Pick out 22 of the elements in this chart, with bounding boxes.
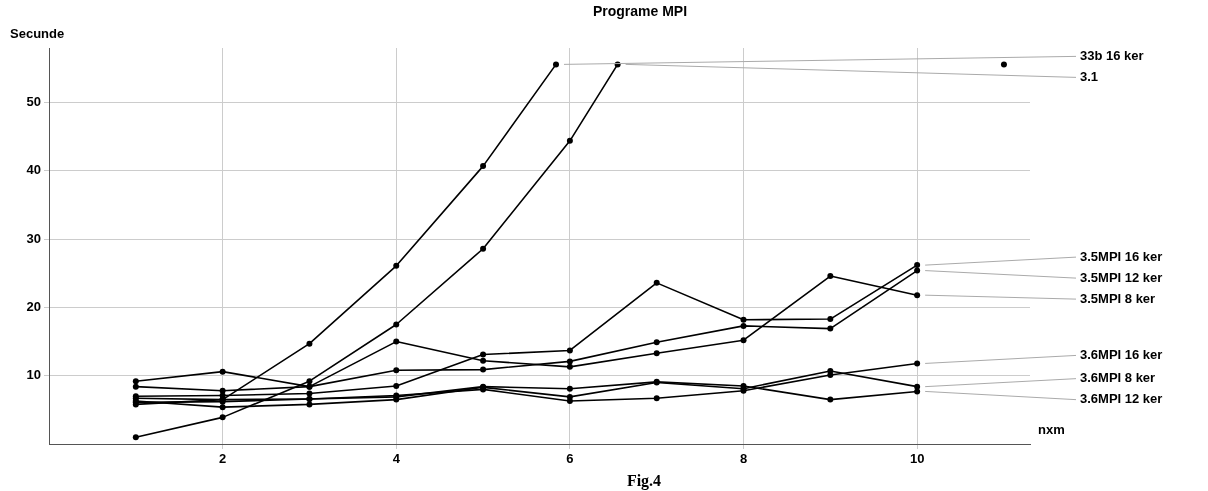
x-axis-title: nxm: [1038, 421, 1065, 437]
text: 3.6MPI 8 ker: [1080, 370, 1156, 386]
y-tick-label: 20: [26, 299, 41, 315]
text: 33b 16 ker: [1080, 47, 1144, 63]
text: 3.5MPI 16 ker: [1080, 248, 1163, 264]
y-tick-label: 40: [26, 162, 41, 178]
y-axis-title: Secunde: [10, 25, 65, 41]
x-tick-label: 10: [909, 451, 925, 467]
text: 3.1: [1080, 68, 1099, 84]
x-tick-label: 2: [219, 451, 227, 467]
y-tick-label: 10: [26, 367, 41, 383]
y-tick-label: 30: [26, 230, 41, 246]
y-tick-label: 50: [26, 94, 41, 110]
x-tick-label: 6: [566, 451, 574, 467]
caption: Fig.4: [626, 472, 662, 489]
x-tick-label: 8: [739, 451, 748, 467]
text: 3.6MPI 12 ker: [1080, 391, 1163, 407]
text: 3.5MPI 12 ker: [1080, 269, 1163, 285]
x-tick-label: 4: [392, 451, 401, 467]
text: 3.5MPI 8 ker: [1080, 290, 1156, 306]
chart-title: Programe MPI: [592, 2, 688, 19]
text: 3.6MPI 16 ker: [1080, 347, 1163, 363]
